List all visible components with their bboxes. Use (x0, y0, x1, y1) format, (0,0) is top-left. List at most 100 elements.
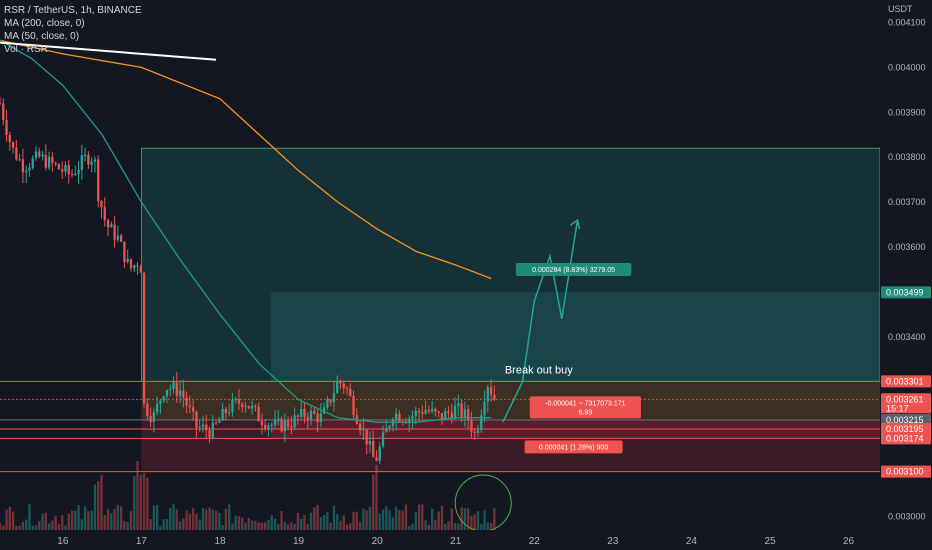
price-axis-title: USDT (888, 4, 913, 14)
candle-body (450, 412, 453, 419)
range-label: -0.000041 ~ 7317073.171 6.93 (529, 396, 641, 419)
candle (149, 407, 152, 428)
volume-bar (64, 525, 67, 530)
volume-bar (51, 520, 54, 530)
price-tag-0.003174: 0.003174 (886, 433, 924, 443)
volume-bar (434, 519, 437, 530)
indicator-ma50[interactable]: MA (50, close, 0) (4, 31, 80, 42)
candle-body (332, 393, 336, 403)
candle-body (188, 405, 192, 408)
candle (388, 424, 391, 432)
candle (146, 398, 149, 421)
candle-body (74, 174, 77, 176)
price-axis[interactable]: USDT 0.004100 0.004000 0.003900 0.003800 0.00… (880, 0, 932, 550)
volume-bar (182, 518, 185, 530)
candle (394, 407, 398, 431)
volume-bar (221, 525, 224, 530)
indicator-volume[interactable]: Vol · RSR (4, 44, 48, 55)
time-tick-label: 21 (450, 536, 462, 547)
volume-bar (260, 522, 264, 530)
candle (21, 148, 25, 184)
candle-body (427, 410, 431, 412)
candle-body (2, 103, 5, 120)
candle (414, 406, 417, 425)
candle-body (270, 424, 273, 426)
candle (103, 197, 106, 227)
candle-body (342, 383, 345, 389)
projected-path (502, 219, 579, 423)
candle (119, 233, 123, 243)
candle-body (136, 265, 139, 267)
candle (2, 98, 5, 126)
volume-bar (61, 515, 64, 530)
volume-bar (486, 522, 489, 530)
candle (470, 411, 473, 439)
chart-legend: RSR / TetherUS, 1h, BINANCE MA (200, clo… (4, 4, 142, 56)
candle-body (322, 407, 326, 414)
volume-bar (113, 509, 116, 530)
candle-body (378, 446, 381, 461)
volume-bar (119, 506, 123, 530)
candle (267, 422, 270, 437)
price-tag-0.003301-bg (881, 375, 931, 388)
candle-body (175, 382, 178, 396)
volume-bar (38, 521, 41, 530)
candle-body (473, 431, 476, 433)
candle (421, 405, 424, 419)
time-axis[interactable]: 16 17 18 19 20 21 22 23 24 25 26 (0, 530, 932, 550)
volume-bar (93, 484, 97, 530)
candle (319, 402, 322, 428)
candle-body (21, 159, 25, 173)
candle (47, 151, 51, 171)
volume-bar (185, 510, 188, 530)
countdown-label: 15:17 (886, 403, 909, 413)
volume-bar (250, 520, 254, 530)
candle-body (385, 427, 388, 433)
volume-bar (162, 519, 165, 530)
candle-body (113, 224, 116, 240)
candle (172, 376, 175, 394)
volume-bars (0, 461, 496, 530)
volume-bar (165, 519, 169, 530)
volume-bar (211, 509, 214, 530)
candle-body (283, 420, 286, 432)
volume-bar (18, 525, 21, 530)
candles (0, 97, 496, 465)
volume-bar (463, 508, 467, 530)
candle (398, 409, 401, 423)
candle-body (41, 154, 44, 157)
price-axis-bg (880, 0, 932, 550)
candle-body (11, 142, 15, 148)
volume-bar (15, 525, 18, 530)
candle-body (64, 165, 67, 172)
candle-body (398, 413, 401, 422)
volume-bar (473, 514, 476, 530)
volume-bar (421, 504, 424, 530)
candle (15, 140, 18, 162)
price-tick-label: 0.003900 (888, 107, 926, 117)
candle (87, 151, 90, 169)
volume-bar (136, 461, 139, 530)
candle-body (218, 420, 221, 423)
candle (83, 147, 87, 162)
candle (51, 152, 54, 172)
volume-bar (133, 476, 136, 530)
candle (463, 401, 467, 428)
volume-bar (54, 515, 57, 530)
price-tick-label: 0.004100 (888, 17, 926, 27)
price-tag-0.003195: 0.003195 (886, 424, 924, 434)
indicator-ma200[interactable]: MA (200, close, 0) (4, 18, 85, 29)
volume-bar (205, 509, 208, 530)
symbol-title[interactable]: RSR / TetherUS, 1h, BINANCE (4, 5, 142, 16)
candle (142, 271, 146, 409)
volume-bar (237, 516, 241, 530)
volume-bar (244, 522, 247, 530)
volume-bar (198, 519, 201, 530)
volume-bar (25, 519, 28, 530)
stop-label: 0.000041 (1.28%) 900 (524, 440, 623, 454)
candle-body (286, 420, 290, 427)
candle (11, 141, 15, 154)
candle (64, 161, 67, 177)
moving-average-lines (0, 39, 581, 423)
